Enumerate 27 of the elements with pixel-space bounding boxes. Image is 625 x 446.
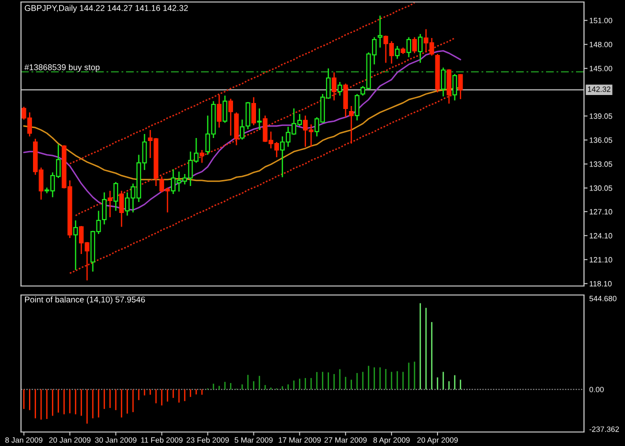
candlestick: [251, 96, 256, 126]
candlestick: [458, 74, 463, 100]
candlestick: [406, 36, 412, 58]
candlestick: [452, 73, 458, 102]
candlestick: [440, 66, 446, 98]
candlestick: [113, 181, 118, 212]
candlestick: [348, 105, 354, 144]
candlestick: [73, 220, 78, 271]
candlestick: [343, 82, 348, 118]
candlestick: [119, 190, 124, 228]
chart-title: GBPJPY,Daily 144.22 144.27 141.16 142.32: [24, 4, 188, 13]
candlestick: [216, 94, 222, 128]
candlestick: [418, 33, 423, 64]
candlestick: [394, 45, 400, 60]
candlestick: [412, 36, 417, 54]
candlestick: [108, 190, 112, 218]
candlestick: [102, 192, 107, 226]
candlestick: [332, 72, 336, 102]
candlestick: [354, 93, 360, 122]
chart-title: Point of balance (14,10) 57.9546: [25, 296, 145, 304]
candlestick: [257, 108, 262, 131]
candlestick: [338, 81, 342, 96]
candlestick: [200, 149, 204, 164]
candlestick: [228, 98, 234, 136]
ref-line-label: #13868539 buy stop: [24, 64, 100, 72]
candlestick: [378, 14, 382, 48]
candlestick: [222, 94, 228, 124]
